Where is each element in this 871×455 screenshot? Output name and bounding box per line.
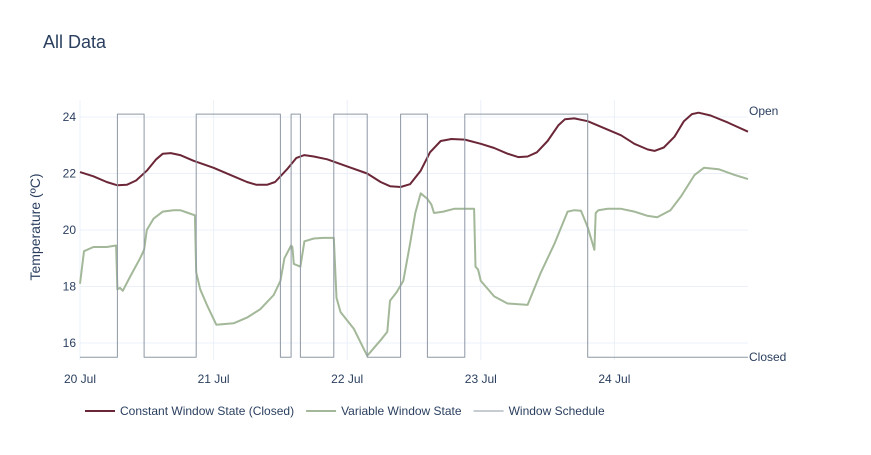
y-tick-label: 20 bbox=[63, 223, 77, 237]
x-tick-label: 24 Jul bbox=[598, 372, 630, 386]
chart-title: All Data bbox=[43, 32, 107, 52]
y-tick-label: 24 bbox=[63, 110, 77, 124]
schedule-closed-label: Closed bbox=[749, 350, 786, 364]
legend-label-3: Window Schedule bbox=[509, 404, 605, 418]
y-tick-label: 16 bbox=[63, 336, 77, 350]
legend-label-2: Variable Window State bbox=[341, 404, 462, 418]
legend-label-1: Constant Window State (Closed) bbox=[120, 404, 294, 418]
x-tick-label: 22 Jul bbox=[331, 372, 363, 386]
series-line-3 bbox=[80, 113, 748, 358]
series-line-2 bbox=[79, 166, 749, 357]
y-tick-label: 18 bbox=[63, 280, 77, 294]
x-tick-label: 21 Jul bbox=[198, 372, 230, 386]
schedule-open-label: Open bbox=[749, 104, 778, 118]
x-tick-label: 23 Jul bbox=[465, 372, 497, 386]
y-axis-label: Temperature (ºC) bbox=[27, 173, 43, 280]
series-line-1 bbox=[79, 111, 749, 188]
y-tick-label: 22 bbox=[63, 166, 77, 180]
x-tick-label: 20 Jul bbox=[64, 372, 96, 386]
